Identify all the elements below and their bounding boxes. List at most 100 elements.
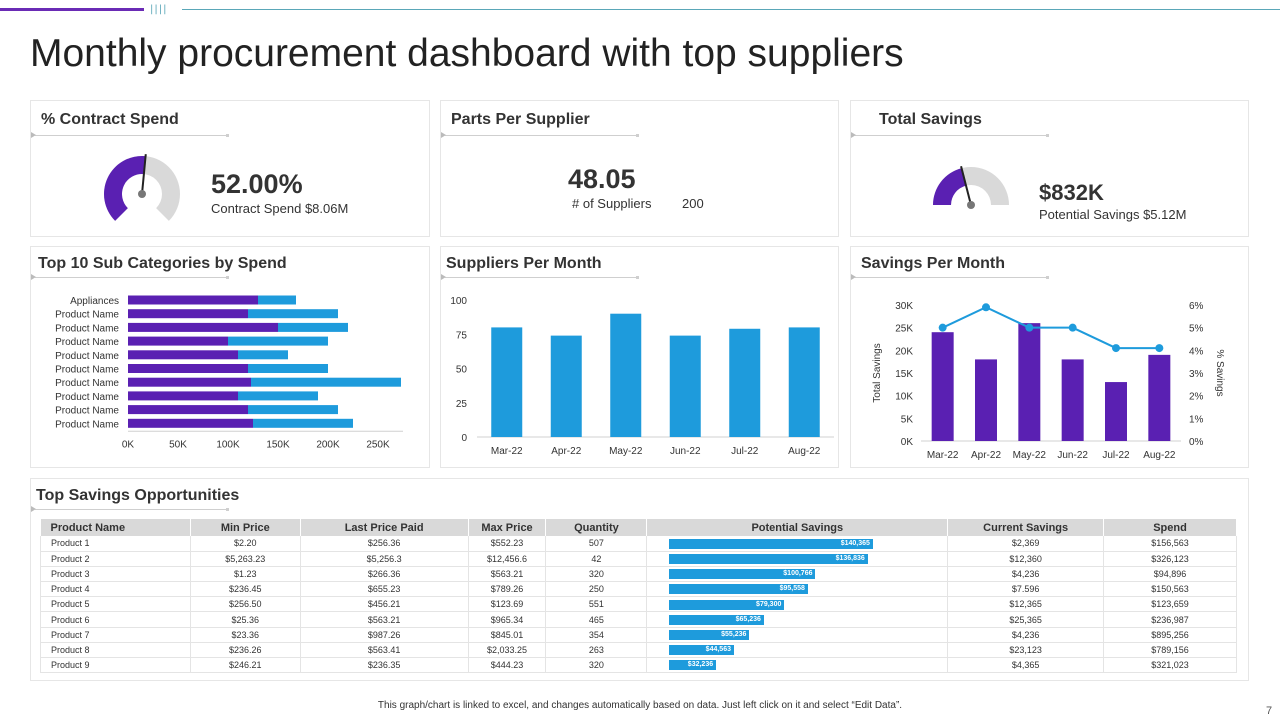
- table-cell: $266.36: [300, 566, 469, 583]
- bar-segment-primary: [128, 405, 248, 415]
- card-title: Parts Per Supplier: [451, 111, 590, 128]
- table-cell: $845.01: [468, 627, 547, 643]
- table-cell: $987.26: [300, 627, 469, 643]
- table-cell: $5,256.3: [300, 551, 469, 567]
- total-savings-card: Total Savings $832K Potential Savings $5…: [850, 100, 1249, 237]
- x-tick-label: Mar-22: [491, 446, 523, 457]
- table-cell: 320: [545, 566, 648, 583]
- category-label: Product Name: [55, 392, 119, 403]
- table-cell: $563.21: [468, 566, 547, 583]
- potential-savings-bar: $100,766: [669, 569, 816, 580]
- category-label: Product Name: [55, 310, 119, 321]
- table-cell: 507: [545, 536, 648, 552]
- potential-savings-cell: $65,236: [646, 611, 949, 628]
- potential-savings-cell: $55,236: [646, 627, 949, 643]
- potential-savings-cell: $136,836: [646, 551, 949, 567]
- category-label: Product Name: [55, 323, 119, 334]
- table-cell: Product 4: [40, 581, 191, 598]
- card-rule: [851, 274, 1049, 280]
- gauge-fill: [933, 168, 967, 205]
- category-label: Product Name: [55, 365, 119, 376]
- card-rule: [31, 274, 229, 280]
- card-rule: [31, 506, 229, 512]
- y2-tick-label: 2%: [1189, 392, 1204, 403]
- table-cell: $895,256: [1103, 627, 1237, 643]
- table-cell: $789.26: [468, 581, 547, 598]
- column-header: Spend: [1103, 519, 1237, 536]
- category-label: Product Name: [55, 419, 119, 430]
- category-label: Product Name: [55, 378, 119, 389]
- bar-segment-primary: [128, 295, 258, 305]
- card-title: Total Savings: [879, 111, 982, 128]
- y-tick-label: 50: [456, 365, 468, 376]
- y-tick-label: 0: [461, 433, 467, 444]
- top-decoration: ||||: [0, 4, 1280, 15]
- category-label: Product Name: [55, 337, 119, 348]
- savings-caption: Potential Savings $5.12M: [1039, 207, 1187, 222]
- bar-segment-secondary: [238, 391, 318, 401]
- parts-per-supplier-card: Parts Per Supplier 48.05 # of Suppliers …: [440, 100, 839, 237]
- table-cell: $552.23: [468, 536, 547, 552]
- bar: [729, 328, 761, 437]
- column-header: Quantity: [545, 519, 648, 536]
- y2-tick-label: 6%: [1189, 301, 1204, 312]
- column-header: Potential Savings: [646, 519, 949, 536]
- table-cell: Product 7: [40, 627, 191, 643]
- column-header: Min Price: [190, 519, 301, 536]
- x-tick-label: May-22: [1013, 450, 1047, 461]
- potential-savings-bar: $136,836: [669, 554, 868, 565]
- y-tick-label: 0K: [901, 437, 914, 448]
- x-tick-label: 0K: [122, 439, 135, 450]
- card-title: Suppliers Per Month: [446, 255, 602, 272]
- x-tick-label: Aug-22: [1143, 450, 1176, 461]
- table-cell: $7.596: [947, 581, 1105, 598]
- table-cell: $123.69: [468, 596, 547, 613]
- bar: [1061, 359, 1084, 441]
- header-rule: [182, 9, 1280, 10]
- table-cell: $23,123: [947, 642, 1105, 659]
- bar: [1018, 323, 1041, 441]
- table-row: Product 1 $2.20 $256.36 $552.23 507 $140,365 $…: [40, 536, 1237, 552]
- table-cell: $23.36: [190, 627, 301, 643]
- table-cell: $236,987: [1103, 611, 1237, 628]
- table-cell: 320: [545, 657, 648, 674]
- gauge-fill: [104, 156, 146, 221]
- x-tick-label: 250K: [366, 439, 390, 450]
- y-tick-label: 25K: [895, 324, 913, 335]
- y2-tick-label: 5%: [1189, 324, 1204, 335]
- contract-caption: Contract Spend $8.06M: [211, 201, 349, 216]
- table-cell: $2,369: [947, 536, 1105, 552]
- table-cell: $94,896: [1103, 566, 1237, 583]
- suppliers-month-chart: 0 25 50 75 100 Mar-22 Apr-22 May-22 Jun-22 Jul-22…: [450, 296, 834, 457]
- potential-savings-cell: $79,300: [646, 596, 949, 613]
- y-tick-label: 100: [450, 296, 467, 307]
- table-cell: $456.21: [300, 596, 469, 613]
- y-tick-label: 75: [456, 330, 468, 341]
- opportunities-table: Product Name Min Price Last Price Paid Max …: [40, 519, 1237, 674]
- table-cell: $156,563: [1103, 536, 1237, 552]
- table-cell: Product 2: [40, 551, 191, 567]
- bar-segment-secondary: [258, 295, 296, 305]
- x-tick-label: Jul-22: [731, 446, 759, 457]
- table-row: Product 3 $1.23 $266.36 $563.21 320 $100,766 $…: [40, 566, 1237, 583]
- parts-value: 48.05: [568, 164, 636, 194]
- x-tick-label: 100K: [216, 439, 240, 450]
- bar-segment-secondary: [248, 405, 338, 415]
- table-row: Product 4 $236.45 $655.23 $789.26 250 $95,558…: [40, 581, 1237, 598]
- contract-value: 52.00%: [211, 169, 303, 199]
- bar: [1105, 382, 1127, 441]
- card-rule: [441, 132, 639, 138]
- bar-segment-secondary: [238, 350, 288, 360]
- card-rule: [31, 132, 229, 138]
- x-tick-label: 150K: [266, 439, 290, 450]
- table-cell: $563.21: [300, 611, 469, 628]
- table-cell: $25,365: [947, 611, 1105, 628]
- table-cell: 250: [545, 581, 648, 598]
- suppliers-month-card: Suppliers Per Month 0 25 50 75 100 Mar-22 Apr-…: [440, 246, 839, 468]
- potential-savings-bar: $95,558: [669, 584, 808, 595]
- bar: [788, 327, 820, 437]
- savings-value: $832K: [1039, 180, 1104, 205]
- card-title: Top 10 Sub Categories by Spend: [38, 255, 287, 272]
- card-rule: [851, 132, 1049, 138]
- potential-savings-bar: $65,236: [669, 614, 764, 625]
